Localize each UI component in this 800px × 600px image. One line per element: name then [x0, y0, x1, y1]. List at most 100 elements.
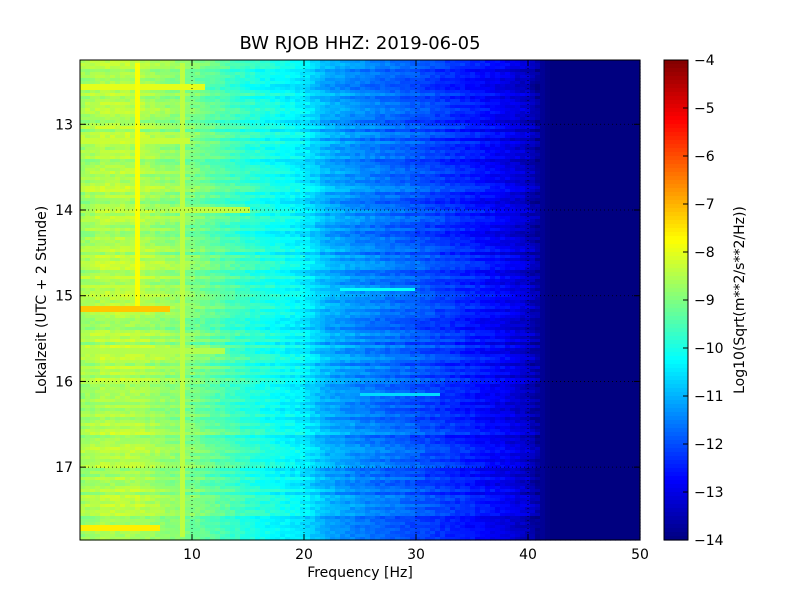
heatmap-cell [580, 90, 586, 94]
heatmap-cell [475, 126, 481, 130]
heatmap-cell [565, 63, 571, 67]
heatmap-cell [530, 69, 536, 73]
heatmap-cell [185, 129, 191, 133]
heatmap-cell [230, 102, 236, 106]
heatmap-cell [580, 84, 586, 88]
heatmap-cell [95, 66, 101, 70]
heatmap-cell [535, 165, 541, 169]
heatmap-cell [100, 81, 106, 85]
heatmap-cell [485, 75, 491, 79]
heatmap-cell [490, 102, 496, 106]
heatmap-cell [475, 123, 481, 127]
heatmap-cell [575, 126, 581, 130]
heatmap-cell [220, 75, 226, 79]
heatmap-cell [445, 105, 451, 109]
heatmap-cell [380, 150, 386, 154]
heatmap-cell [525, 69, 531, 73]
heatmap-cell [630, 90, 636, 94]
heatmap-cell [460, 129, 466, 133]
heatmap-cell [190, 171, 196, 175]
heatmap-cell [535, 66, 541, 70]
heatmap-cell [585, 102, 591, 106]
heatmap-cell [405, 105, 411, 109]
heatmap-cell [435, 78, 441, 82]
heatmap-cell [600, 162, 606, 166]
heatmap-cell [455, 111, 461, 115]
heatmap-cell [445, 132, 451, 136]
heatmap-cell [345, 144, 351, 148]
heatmap-cell [105, 123, 111, 127]
heatmap-cell [280, 132, 286, 136]
heatmap-cell [630, 120, 636, 124]
heatmap-cell [350, 138, 356, 142]
heatmap-cell [90, 60, 96, 64]
heatmap-cell [575, 141, 581, 145]
heatmap-cell [300, 141, 306, 145]
heatmap-cell [595, 153, 601, 157]
heatmap-cell [590, 105, 596, 109]
heatmap-cell [570, 132, 576, 136]
heatmap-cell [245, 153, 251, 157]
heatmap-cell [220, 69, 226, 73]
heatmap-cell [625, 63, 631, 67]
heatmap-cell [290, 81, 296, 85]
heatmap-cell [455, 102, 461, 106]
heatmap-cell [615, 66, 621, 70]
heatmap-cell [140, 162, 146, 166]
heatmap-cell [160, 114, 166, 118]
heatmap-cell [190, 81, 196, 85]
heatmap-cell [170, 132, 176, 136]
heatmap-cell [135, 123, 141, 127]
heatmap-cell [620, 132, 626, 136]
heatmap-cell [165, 84, 171, 88]
heatmap-cell [530, 87, 536, 91]
heatmap-cell [345, 168, 351, 172]
heatmap-cell [260, 84, 266, 88]
heatmap-cell [410, 132, 416, 136]
heatmap-cell [455, 69, 461, 73]
heatmap-cell [345, 72, 351, 76]
heatmap-cell [90, 78, 96, 82]
heatmap-cell [290, 150, 296, 154]
heatmap-cell [260, 141, 266, 145]
heatmap-cell [565, 96, 571, 100]
heatmap-cell [535, 162, 541, 166]
heatmap-cell [270, 63, 276, 67]
heatmap-cell [285, 69, 291, 73]
heatmap-cell [330, 69, 336, 73]
heatmap-cell [375, 87, 381, 91]
heatmap-cell [175, 141, 181, 145]
heatmap-cell [140, 168, 146, 172]
heatmap-cell [610, 69, 616, 73]
heatmap-cell [165, 105, 171, 109]
heatmap-cell [475, 162, 481, 166]
heatmap-cell [90, 156, 96, 160]
heatmap-cell [600, 165, 606, 169]
heatmap-cell [550, 129, 556, 133]
heatmap-cell [575, 90, 581, 94]
heatmap-cell [305, 141, 311, 145]
heatmap-cell [465, 141, 471, 145]
heatmap-cell [415, 165, 421, 169]
heatmap-cell [360, 84, 366, 88]
heatmap-cell [335, 78, 341, 82]
heatmap-cell [145, 123, 151, 127]
heatmap-cell [565, 69, 571, 73]
heatmap-cell [500, 60, 506, 64]
heatmap-cell [280, 171, 286, 175]
heatmap-cell [110, 141, 116, 145]
heatmap-cell [415, 72, 421, 76]
heatmap-cell [240, 69, 246, 73]
heatmap-cell [220, 108, 226, 112]
heatmap-cell [515, 75, 521, 79]
heatmap-cell [495, 84, 501, 88]
heatmap-cell [370, 75, 376, 79]
heatmap-cell [85, 138, 91, 142]
heatmap-cell [515, 126, 521, 130]
heatmap-cell [125, 84, 131, 88]
heatmap-cell [290, 111, 296, 115]
heatmap-cell [225, 120, 231, 124]
heatmap-cell [185, 123, 191, 127]
heatmap-cell [90, 147, 96, 151]
heatmap-cell [185, 90, 191, 94]
